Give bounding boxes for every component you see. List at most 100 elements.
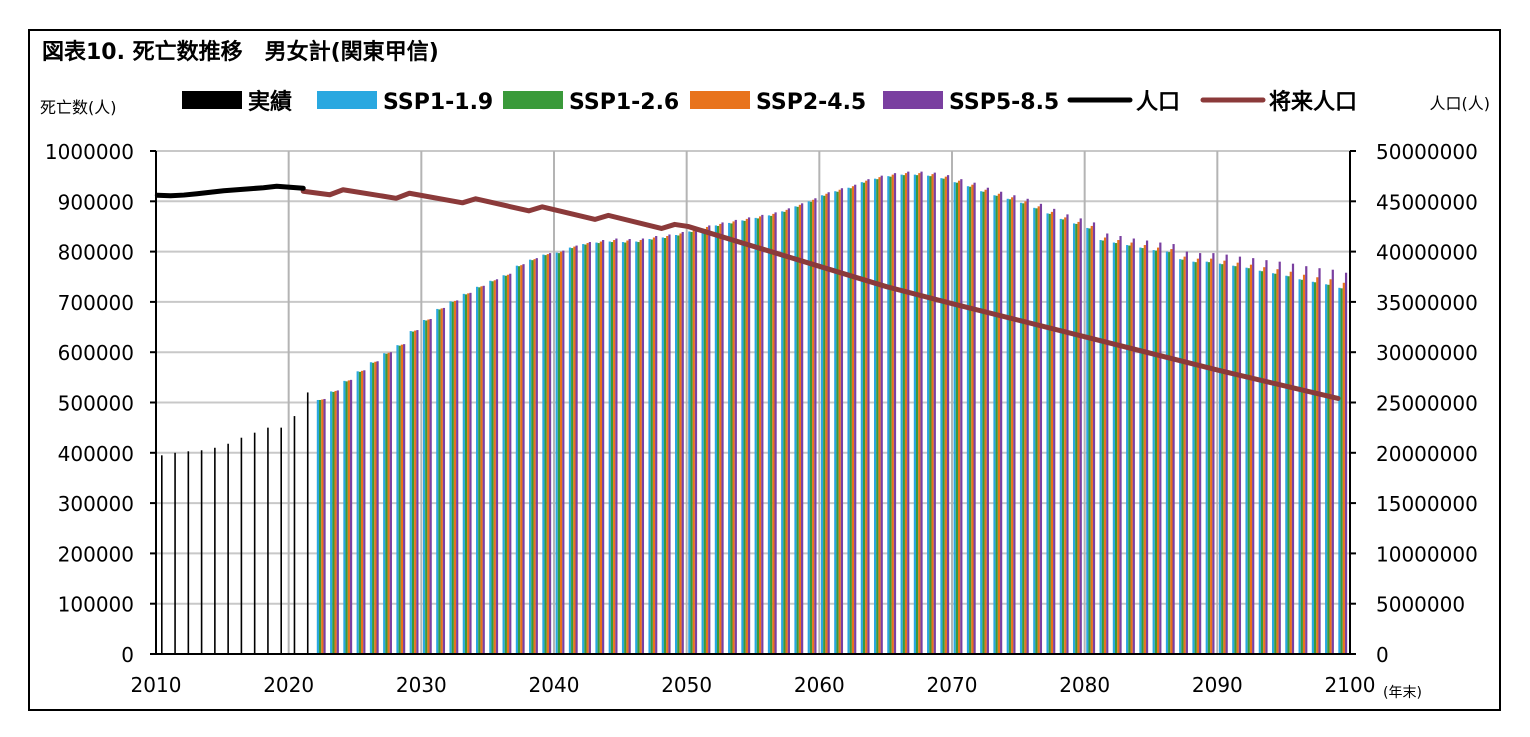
bar-ssp5-8-5 <box>1265 260 1268 654</box>
bar-ssp5-8-5 <box>456 300 459 654</box>
bar-ssp1-2-6 <box>1274 273 1277 654</box>
bar-ssp1-1-9 <box>1086 227 1089 655</box>
x-tick-label: 2060 <box>794 673 845 697</box>
gridlines <box>156 150 1350 654</box>
bar-ssp1-1-9 <box>847 187 850 654</box>
bar-ssp2-4-5 <box>506 274 510 654</box>
bar-ssp1-2-6 <box>624 242 627 654</box>
bar-actual <box>267 427 269 654</box>
bar-ssp2-4-5 <box>493 280 496 654</box>
legend-item: SSP5-8.5 <box>883 90 1059 115</box>
bar-ssp1-2-6 <box>756 218 760 655</box>
bar-actual <box>240 437 243 654</box>
bar-ssp5-8-5 <box>840 188 844 655</box>
bar-ssp1-2-6 <box>1314 282 1317 654</box>
bar-ssp2-4-5 <box>838 189 841 654</box>
bar-ssp1-1-9 <box>767 215 771 654</box>
legend-swatch-4 <box>690 91 750 109</box>
bar-ssp1-1-9 <box>635 241 638 655</box>
line-series <box>154 183 1341 401</box>
bar-ssp2-4-5 <box>626 240 629 654</box>
bar-ssp5-8-5 <box>1066 214 1069 655</box>
bar-ssp2-4-5 <box>891 174 894 655</box>
bar-ssp2-4-5 <box>1157 247 1160 655</box>
bar-ssp1-1-9 <box>1271 273 1275 654</box>
bar-ssp1-1-9 <box>1139 247 1142 655</box>
bar-ssp1-1-9 <box>781 211 784 655</box>
bar-ssp1-2-6 <box>677 235 680 654</box>
bar-ssp5-8-5 <box>1039 203 1043 654</box>
bar-ssp1-1-9 <box>316 399 320 654</box>
bar-ssp1-2-6 <box>518 266 521 654</box>
bar-ssp2-4-5 <box>679 233 682 654</box>
bar-ssp1-1-9 <box>1245 267 1248 654</box>
bar-ssp5-8-5 <box>694 228 698 654</box>
bar-ssp5-8-5 <box>1013 195 1016 654</box>
bar-ssp5-8-5 <box>708 225 711 654</box>
bar-ssp1-1-9 <box>993 195 996 654</box>
bar-ssp5-8-5 <box>681 231 684 654</box>
bar-ssp1-2-6 <box>809 201 813 655</box>
y-left-tick-label: 100000 <box>58 593 134 617</box>
bar-ssp1-1-9 <box>648 239 651 654</box>
bar-ssp5-8-5 <box>363 370 366 654</box>
bar-ssp2-4-5 <box>851 186 855 654</box>
bar-ssp5-8-5 <box>1252 258 1255 654</box>
bar-ssp1-2-6 <box>690 231 693 654</box>
bar-ssp2-4-5 <box>984 189 987 654</box>
x-tick-label: 2090 <box>1192 673 1243 697</box>
bar-ssp1-1-9 <box>966 186 970 654</box>
y-left-tick-label: 200000 <box>58 542 134 566</box>
legend-label: SSP1-2.6 <box>569 90 679 115</box>
bar-ssp1-2-6 <box>1008 199 1012 654</box>
bar-ssp1-1-9 <box>489 280 492 654</box>
bar-ssp5-8-5 <box>893 173 897 654</box>
bar-ssp1-2-6 <box>849 188 852 655</box>
bar-ssp5-8-5 <box>1106 233 1109 654</box>
bar-ssp2-4-5 <box>958 180 961 654</box>
bar-ssp2-4-5 <box>546 254 549 655</box>
bar-ssp2-4-5 <box>1011 197 1014 654</box>
bar-ssp1-1-9 <box>741 220 744 654</box>
bar-ssp1-1-9 <box>621 242 625 654</box>
bar-ssp1-1-9 <box>887 176 890 654</box>
bar-actual <box>227 443 229 654</box>
y-right-tick-label: 40000000 <box>1376 241 1478 265</box>
legend-label: SSP2-4.5 <box>756 90 866 115</box>
bar-ssp1-2-6 <box>650 239 653 654</box>
bar-ssp1-2-6 <box>942 178 945 655</box>
bar-ssp1-2-6 <box>504 275 507 654</box>
legend-item: 将来人口 <box>1200 89 1357 115</box>
bar-ssp1-1-9 <box>555 252 558 654</box>
bar-ssp1-2-6 <box>876 179 879 654</box>
legend-item: 人口 <box>1067 90 1180 115</box>
bar-ssp1-1-9 <box>582 244 585 654</box>
bar-ssp1-2-6 <box>464 294 468 654</box>
y-right-tick-label: 50000000 <box>1376 140 1478 164</box>
x-tick-label: 2040 <box>529 673 580 697</box>
bar-ssp2-4-5 <box>321 399 324 654</box>
bar-ssp1-1-9 <box>383 353 386 654</box>
bar-ssp1-2-6 <box>1327 284 1330 654</box>
bar-ssp2-4-5 <box>480 286 483 654</box>
bar-ssp2-4-5 <box>1249 264 1253 654</box>
bar-ssp1-2-6 <box>345 381 348 654</box>
bar-ssp5-8-5 <box>1344 272 1348 654</box>
bar-ssp1-1-9 <box>1033 207 1036 655</box>
bar-ssp1-2-6 <box>398 345 401 654</box>
y-left-tick-label: 300000 <box>58 492 134 516</box>
bar-ssp5-8-5 <box>535 258 538 654</box>
bar-ssp1-2-6 <box>438 309 441 654</box>
bar-ssp2-4-5 <box>812 199 815 654</box>
bar-ssp1-1-9 <box>913 174 917 655</box>
legend: 実績 SSP1-1.9 SSP1-2.6 SSP2-4.5 SSP5-8.5 人口 将来人口 <box>182 89 1357 115</box>
bar-ssp1-1-9 <box>449 301 452 654</box>
x-tick-label: 2030 <box>396 673 447 697</box>
legend-label: 実績 <box>248 89 292 115</box>
bar-ssp1-2-6 <box>1221 264 1224 654</box>
bar-ssp5-8-5 <box>469 292 472 654</box>
bar-ssp1-1-9 <box>343 380 346 654</box>
y-right-tick-label: 5000000 <box>1376 593 1465 617</box>
bar-ssp1-2-6 <box>544 255 547 654</box>
bar-ssp1-1-9 <box>688 231 691 655</box>
